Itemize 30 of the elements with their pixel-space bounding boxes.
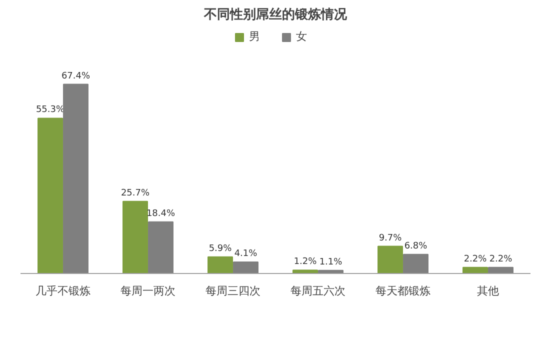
data-label: 6.8% — [404, 241, 428, 252]
bar — [292, 270, 318, 274]
bar — [38, 118, 63, 274]
x-tick-label: 每周三四次 — [206, 284, 260, 298]
x-tick-label: 每天都锻炼 — [376, 284, 430, 298]
bar — [403, 254, 428, 274]
data-label: 5.9% — [208, 244, 232, 254]
bar — [378, 246, 403, 274]
bar — [488, 266, 514, 274]
bar — [148, 221, 174, 274]
bar — [462, 266, 488, 274]
data-label: 2.2% — [489, 254, 513, 264]
legend-label: 女 — [296, 29, 308, 44]
data-label: 1.1% — [319, 257, 343, 268]
data-label: 4.1% — [234, 248, 258, 259]
bar — [208, 256, 233, 274]
data-label: 25.7% — [120, 188, 150, 198]
bar — [63, 84, 88, 274]
x-tick-label: 每周五六次 — [290, 284, 346, 298]
data-label: 67.4% — [61, 71, 90, 82]
bar — [233, 261, 258, 274]
x-tick-label: 几乎不锻炼 — [36, 284, 90, 298]
x-tick-label: 其他 — [477, 284, 499, 298]
x-tick-label: 每周一两次 — [120, 284, 176, 298]
bar — [122, 200, 148, 274]
legend-label: 男 — [249, 29, 261, 44]
data-label: 1.2% — [294, 257, 318, 268]
chart-title: 不同性别屌丝的锻炼情况 — [203, 6, 348, 22]
data-label: 2.2% — [464, 254, 488, 264]
data-label: 9.7% — [378, 233, 402, 244]
